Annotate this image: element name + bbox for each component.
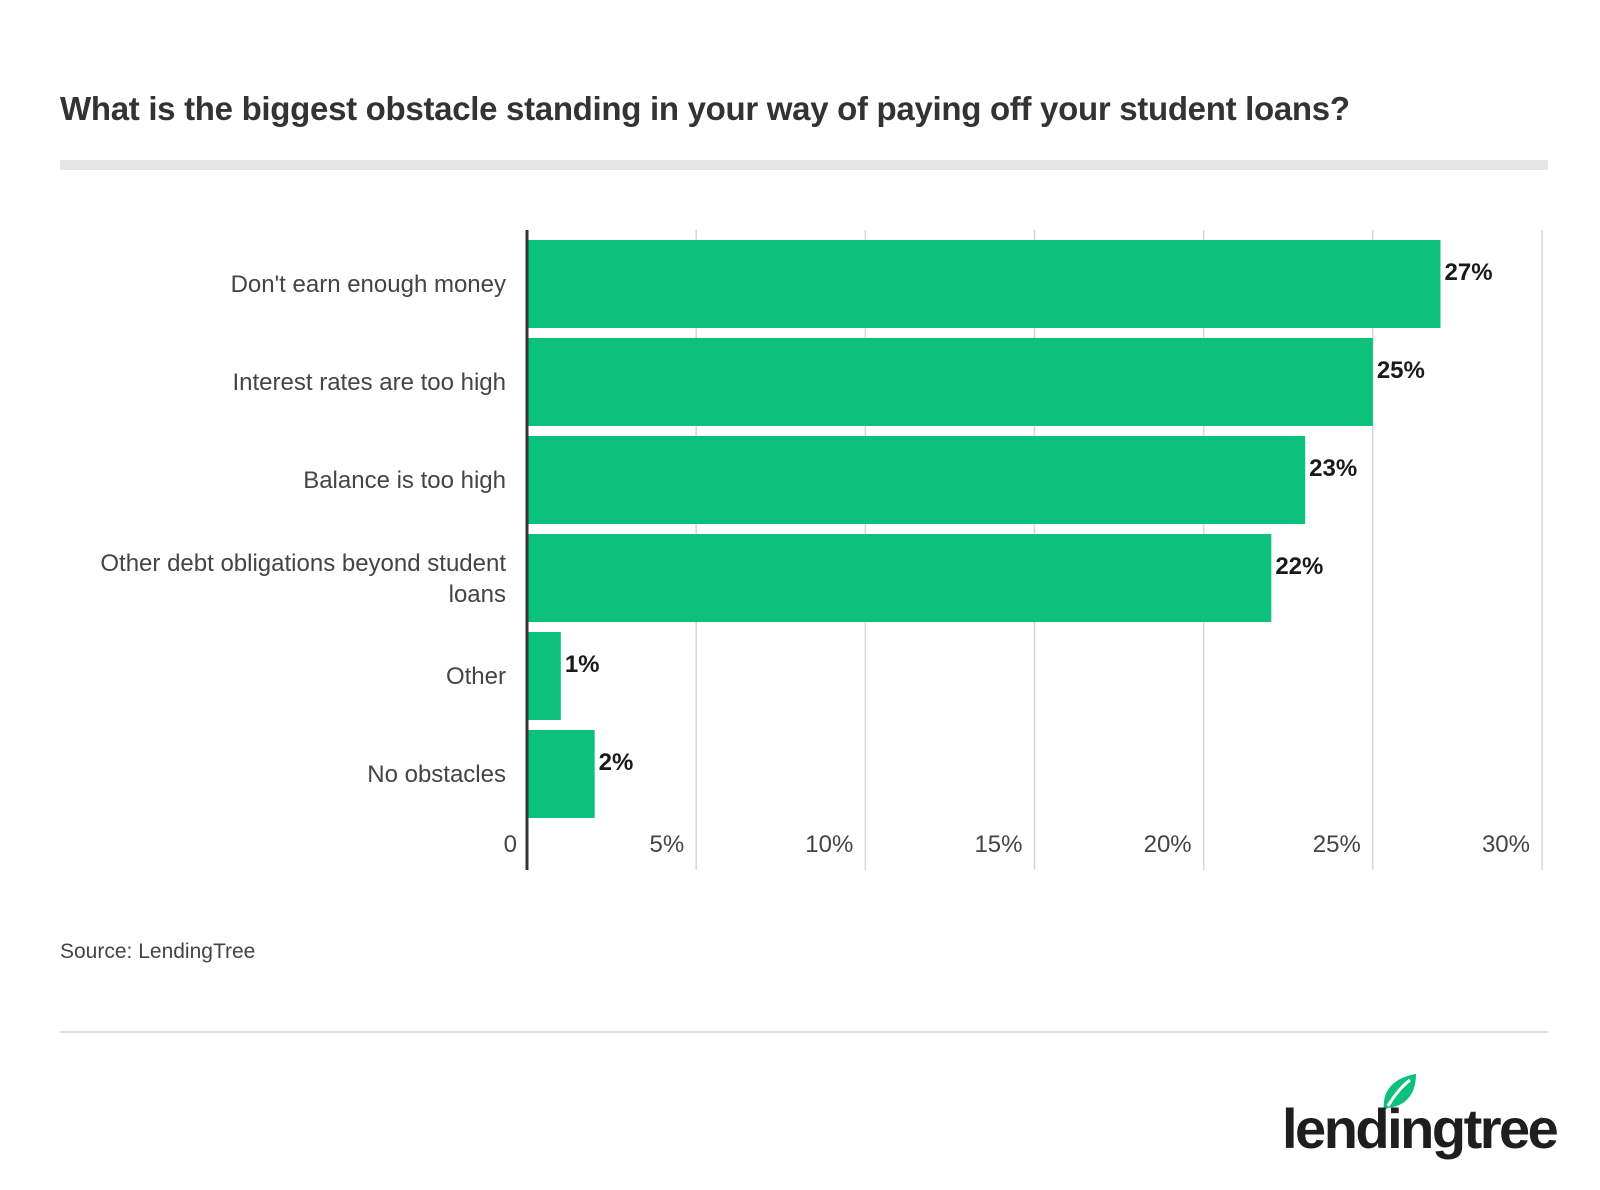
footer-divider	[60, 1031, 1548, 1033]
x-tick-label: 30%	[1482, 831, 1530, 858]
x-tick-label: 20%	[1144, 831, 1192, 858]
value-label: 27%	[1445, 259, 1493, 286]
lendingtree-logo: lendingtree ®	[1282, 1072, 1559, 1162]
x-tick-label: 0	[504, 831, 517, 858]
logo-wordmark: lendingtree	[1282, 1097, 1559, 1160]
bar	[527, 240, 1441, 328]
bar	[527, 436, 1306, 524]
value-label: 1%	[565, 651, 600, 678]
category-label: Don't earn enough money	[231, 271, 506, 298]
value-label: 2%	[599, 749, 634, 776]
bar	[527, 730, 595, 818]
source-note: Source: LendingTree	[60, 940, 256, 963]
category-label: Interest rates are too high	[233, 369, 507, 396]
chart-title: What is the biggest obstacle standing in…	[60, 90, 1350, 127]
value-label: 22%	[1275, 553, 1323, 580]
bar-chart: 0 5% 10% 15% 20% 25% 30% 27% Don't earn enough m…	[100, 230, 1543, 870]
registered-mark: ®	[1538, 1116, 1545, 1126]
bar	[527, 338, 1373, 426]
category-label: Balance is too high	[303, 467, 506, 494]
leaf-icon	[1383, 1074, 1416, 1110]
category-label: Other	[446, 663, 506, 690]
title-divider	[60, 160, 1548, 170]
bar	[527, 534, 1272, 622]
category-label: Other debt obligations beyond student loa…	[100, 550, 506, 608]
x-tick-label: 25%	[1313, 831, 1361, 858]
x-tick-label: 15%	[974, 831, 1022, 858]
value-label: 25%	[1377, 357, 1425, 384]
x-tick-label: 5%	[649, 831, 684, 858]
category-label: No obstacles	[367, 761, 506, 788]
value-label: 23%	[1309, 455, 1357, 482]
x-tick-label: 10%	[805, 831, 853, 858]
bar	[527, 632, 561, 720]
